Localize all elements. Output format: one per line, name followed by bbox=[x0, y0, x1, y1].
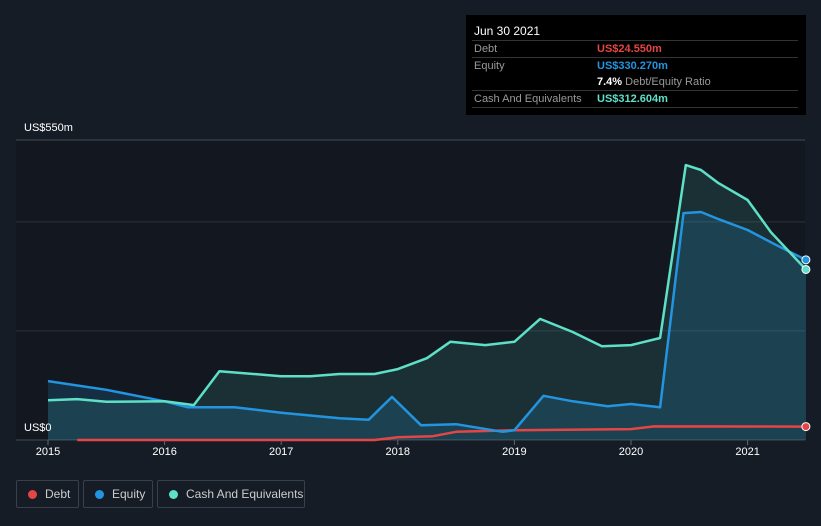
line-cash-and-equivalents bbox=[47, 163, 807, 407]
area-cash-and-equivalents bbox=[48, 165, 806, 440]
tooltip-equity-value: US$330.270m bbox=[597, 60, 668, 72]
tooltip: Jun 30 2021 Debt US$24.550m Equity US$330.… bbox=[466, 15, 806, 115]
legend-debt[interactable]: Debt bbox=[16, 480, 79, 508]
endpoint-cash-and-equivalents bbox=[801, 264, 811, 274]
x-tick-label: 2021 bbox=[735, 446, 760, 458]
tooltip-date: Jun 30 2021 bbox=[474, 24, 541, 38]
x-tick-label: 2020 bbox=[618, 446, 644, 458]
tooltip-cash-label: Cash And Equivalents bbox=[474, 93, 582, 105]
tooltip-ratio-label: Debt/Equity Ratio bbox=[625, 76, 711, 88]
endpoint-debt bbox=[801, 422, 811, 432]
legend-cash-label: Cash And Equivalents bbox=[186, 487, 304, 501]
tooltip-ratio-value: 7.4% bbox=[597, 76, 623, 88]
x-tick-label: 2015 bbox=[35, 446, 61, 458]
tooltip-debt-label: Debt bbox=[474, 43, 498, 55]
legend-cash[interactable]: Cash And Equivalents bbox=[157, 480, 305, 508]
tooltip-debt-value: US$24.550m bbox=[597, 43, 662, 55]
debt-dot-icon bbox=[28, 489, 37, 499]
x-tick-label: 2018 bbox=[385, 446, 411, 458]
legend-equity-label: Equity bbox=[112, 487, 146, 501]
x-tick-label: 2017 bbox=[268, 446, 294, 458]
y-axis-min-label: US$0 bbox=[24, 422, 52, 434]
area-equity bbox=[48, 212, 806, 440]
x-tick-label: 2019 bbox=[502, 446, 527, 458]
tooltip-equity-label: Equity bbox=[474, 60, 505, 72]
line-equity bbox=[47, 210, 807, 434]
x-tick-label: 2016 bbox=[152, 446, 177, 458]
legend-debt-label: Debt bbox=[45, 487, 71, 501]
endpoint-equity bbox=[801, 255, 811, 265]
tooltip-cash-value: US$312.604m bbox=[597, 93, 668, 105]
equity-dot-icon bbox=[95, 489, 104, 499]
y-axis-max-label: US$550m bbox=[24, 122, 73, 134]
line-debt bbox=[77, 425, 806, 442]
legend-equity[interactable]: Equity bbox=[83, 480, 153, 508]
cash-dot-icon bbox=[169, 489, 178, 499]
